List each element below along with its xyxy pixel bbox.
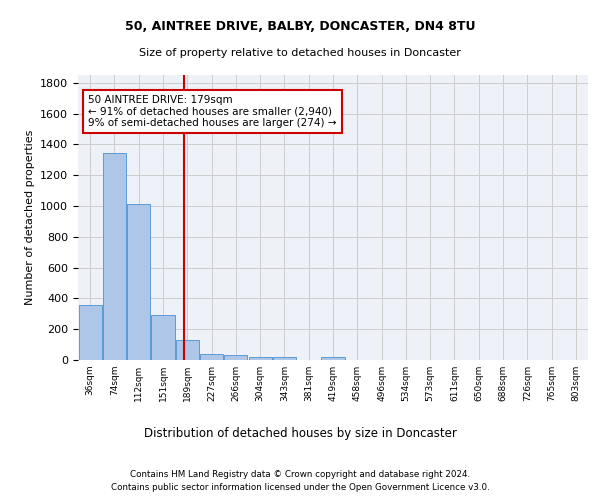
Bar (103, 153, 126, 360)
Text: 50, AINTREE DRIVE, BALBY, DONCASTER, DN4 8TU: 50, AINTREE DRIVE, BALBY, DONCASTER, DN4… (125, 20, 475, 33)
Text: Distribution of detached houses by size in Doncaster: Distribution of detached houses by size … (143, 428, 457, 440)
Bar (248, 356, 272, 360)
Y-axis label: Number of detached properties: Number of detached properties (25, 130, 35, 305)
Bar (273, 358, 296, 360)
Bar (127, 204, 150, 360)
Bar (79, 306, 101, 360)
Bar (200, 354, 223, 360)
Bar (151, 316, 175, 360)
Bar (176, 340, 199, 360)
Text: Contains public sector information licensed under the Open Government Licence v3: Contains public sector information licen… (110, 482, 490, 492)
Text: Size of property relative to detached houses in Doncaster: Size of property relative to detached ho… (139, 48, 461, 58)
Text: Contains HM Land Registry data © Crown copyright and database right 2024.: Contains HM Land Registry data © Crown c… (130, 470, 470, 479)
Bar (322, 357, 344, 360)
Bar (224, 354, 247, 360)
Text: 50 AINTREE DRIVE: 179sqm
← 91% of detached houses are smaller (2,940)
9% of semi: 50 AINTREE DRIVE: 179sqm ← 91% of detach… (88, 95, 337, 128)
